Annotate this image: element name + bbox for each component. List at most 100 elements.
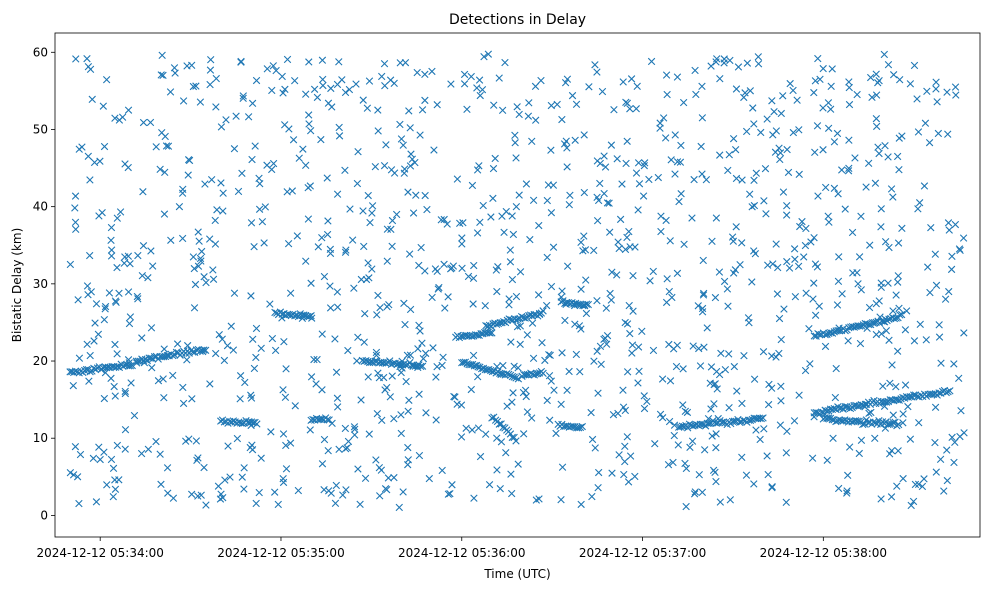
data-point [397, 368, 405, 377]
data-point [373, 409, 382, 418]
data-point [607, 141, 616, 149]
data-point [126, 362, 135, 370]
data-point [221, 476, 229, 484]
data-point [396, 120, 404, 129]
data-point [626, 329, 634, 338]
data-point [866, 241, 874, 249]
data-point [421, 267, 429, 275]
data-point [396, 59, 404, 67]
data-point [163, 464, 172, 472]
data-point [710, 400, 718, 408]
data-point [716, 74, 724, 83]
data-point [169, 371, 177, 380]
data-point [409, 209, 418, 217]
data-point [829, 434, 837, 442]
data-point [593, 347, 601, 355]
data-point [893, 152, 902, 161]
data-point [865, 409, 873, 417]
data-point [425, 474, 433, 483]
data-point [193, 456, 201, 464]
data-point [359, 96, 367, 104]
data-point [192, 82, 200, 90]
data-point [476, 452, 485, 461]
data-point [305, 58, 313, 66]
data-point [305, 312, 313, 321]
data-point [312, 380, 320, 388]
data-point [331, 335, 339, 343]
data-point [529, 354, 538, 362]
data-point [549, 243, 558, 251]
data-point [390, 473, 398, 482]
data-point [639, 192, 648, 200]
data-point [959, 234, 968, 242]
data-point [707, 405, 715, 413]
data-point [950, 360, 958, 368]
data-point [459, 219, 467, 227]
data-point [374, 291, 382, 300]
data-point [711, 293, 720, 302]
data-point [480, 53, 488, 61]
data-point [331, 499, 340, 508]
data-point [352, 80, 360, 88]
data-point [810, 279, 818, 287]
data-point [161, 168, 169, 176]
data-point [893, 278, 902, 286]
data-point [144, 445, 153, 453]
data-point [350, 423, 359, 431]
data-point [720, 277, 729, 286]
data-point [496, 484, 504, 493]
data-point [222, 116, 230, 124]
data-point [887, 185, 896, 193]
data-point [703, 324, 711, 332]
x-tick-label: 2024-12-12 05:37:00 [579, 546, 706, 560]
data-point [951, 438, 959, 447]
data-point [629, 307, 637, 315]
data-point [943, 446, 951, 454]
data-point [628, 341, 637, 349]
data-point [659, 114, 668, 122]
data-point [658, 414, 667, 422]
data-point [239, 92, 247, 100]
data-point [323, 174, 331, 182]
data-point [171, 69, 179, 77]
data-point [515, 191, 523, 199]
data-point [458, 264, 466, 273]
data-point [901, 381, 910, 389]
data-point [651, 440, 659, 448]
data-point [882, 327, 891, 335]
data-point [333, 303, 342, 311]
data-point [699, 291, 708, 299]
data-point [111, 297, 120, 305]
data-point [585, 83, 593, 91]
data-point [324, 487, 333, 495]
data-point [219, 189, 227, 197]
data-point [920, 475, 928, 483]
data-point [834, 190, 842, 198]
data-point [677, 190, 685, 198]
data-point [200, 346, 208, 354]
data-point [364, 191, 372, 200]
data-point [528, 137, 536, 145]
data-point [86, 351, 94, 360]
data-point [307, 279, 315, 287]
data-point [364, 373, 372, 381]
data-point [886, 379, 894, 387]
data-point [672, 362, 681, 371]
data-point [649, 346, 658, 355]
data-point [224, 442, 232, 450]
data-point [777, 335, 785, 344]
data-point [824, 124, 833, 132]
data-point [663, 90, 671, 99]
data-point [824, 212, 832, 220]
data-point [453, 400, 461, 408]
data-point [376, 492, 384, 500]
data-point [154, 377, 163, 385]
data-point [397, 135, 406, 143]
data-point [708, 432, 716, 440]
data-point [107, 246, 116, 254]
data-point [274, 500, 282, 509]
data-point [539, 369, 547, 378]
data-point [679, 401, 687, 409]
data-point [192, 437, 201, 445]
data-point [499, 423, 507, 431]
